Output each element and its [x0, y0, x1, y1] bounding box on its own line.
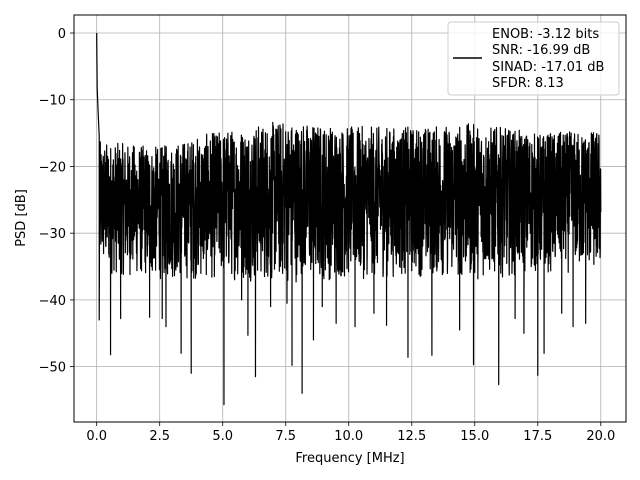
y-tick-label: −40 [39, 294, 66, 309]
y-axis-label: PSD [dB] [14, 189, 29, 247]
y-tick-label: −20 [39, 160, 66, 175]
legend-line-sinad: SINAD: -17.01 dB [492, 60, 604, 75]
x-tick-label: 0.0 [86, 429, 107, 444]
legend: ENOB: -3.12 bits SNR: -16.99 dB SINAD: -… [447, 21, 620, 96]
legend-line-enob: ENOB: -3.12 bits [492, 27, 599, 42]
legend-line-snr: SNR: -16.99 dB [492, 43, 590, 58]
x-tick-label: 7.5 [275, 429, 296, 444]
x-tick-label: 15.0 [460, 429, 489, 444]
x-tick-label: 20.0 [586, 429, 615, 444]
x-axis-label: Frequency [MHz] [295, 451, 404, 466]
x-tick-label: 5.0 [212, 429, 233, 444]
x-tick-label: 10.0 [334, 429, 363, 444]
x-axis-ticks: 0.0 2.5 5.0 7.5 10.0 12.5 15.0 17.5 20.0 [86, 422, 615, 444]
y-axis-ticks: 0 −10 −20 −30 −40 −50 [39, 27, 74, 376]
plot-frame [73, 14, 627, 423]
y-tick-label: −30 [39, 227, 66, 242]
series-group [96, 33, 602, 406]
x-tick-label: 12.5 [397, 429, 426, 444]
legend-box [447, 21, 620, 96]
y-tick-label: 0 [58, 27, 66, 42]
x-tick-label: 17.5 [523, 429, 552, 444]
y-tick-label: −10 [39, 94, 66, 109]
x-tick-label: 2.5 [149, 429, 170, 444]
psd-series-line [96, 33, 602, 406]
legend-line-sfdr: SFDR: 8.13 [492, 76, 564, 91]
y-tick-label: −50 [39, 361, 66, 376]
